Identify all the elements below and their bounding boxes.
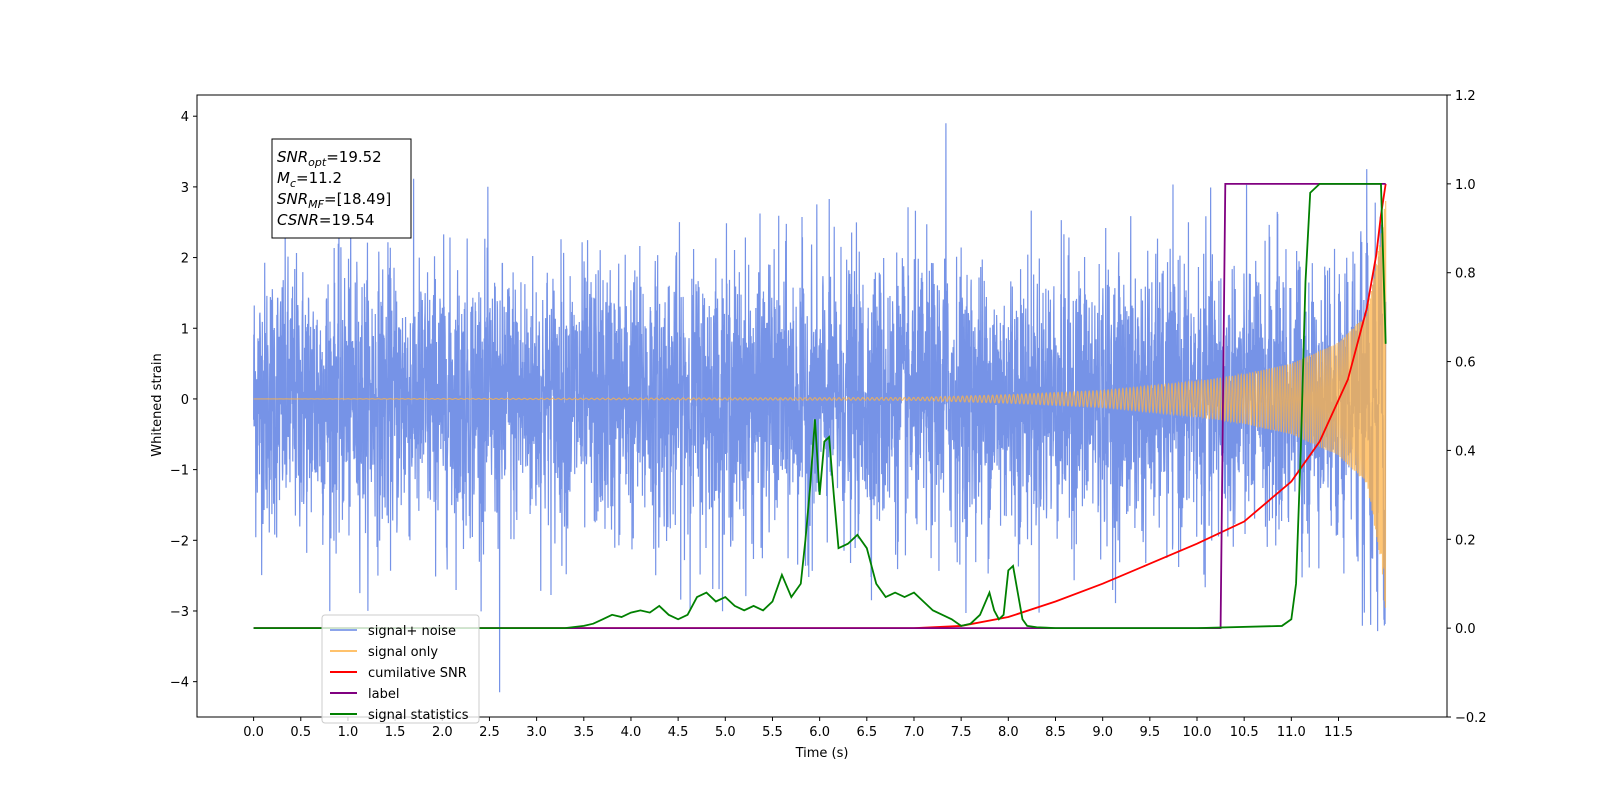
y-axis-left-label: Whitened strain xyxy=(150,353,165,456)
snr-annotation-box: SNRopt=19.52Mc=11.2SNRMF=[18.49]CSNR=19.… xyxy=(271,138,412,239)
y-right-tick-label: 0.8 xyxy=(1455,267,1476,282)
x-tick-label: 2.5 xyxy=(479,725,500,740)
x-tick-label: 6.0 xyxy=(809,725,830,740)
series-layer xyxy=(253,123,1387,693)
annotation-line: CSNR=19.54 xyxy=(277,211,374,229)
x-tick-label: 9.0 xyxy=(1092,725,1113,740)
annotation-line: Mc=11.2 xyxy=(277,169,342,190)
x-tick-label: 3.0 xyxy=(526,725,547,740)
x-axis-ticks: 0.0 0.5 1.0 1.5 2.0 2.5 3.0 3.5 4.0 4.5 5.0 5.5 6.0 6… xyxy=(243,717,1353,740)
y-axis-left-ticks: 4 3 2 1 0 −1 −2 −3 −4 xyxy=(170,110,197,691)
y-axis-right-ticks: 1.2 1.0 0.8 0.6 0.4 0.2 0.0 −0.2 xyxy=(1447,89,1487,726)
x-tick-label: 7.0 xyxy=(904,725,925,740)
x-tick-label: 5.5 xyxy=(762,725,783,740)
legend-label: label xyxy=(368,687,399,702)
y-left-tick-label: −3 xyxy=(170,605,189,620)
x-tick-label: 1.5 xyxy=(385,725,406,740)
legend-label: cumilative SNR xyxy=(368,666,467,681)
legend-label: signal statistics xyxy=(368,708,469,723)
x-tick-label: 7.5 xyxy=(951,725,972,740)
x-tick-label: 1.0 xyxy=(338,725,359,740)
series-cumilative-snr xyxy=(253,183,1387,630)
x-tick-label: 0.5 xyxy=(290,725,311,740)
axes-frame xyxy=(196,94,1448,718)
y-left-tick-label: 3 xyxy=(181,181,189,196)
y-left-tick-label: 1 xyxy=(181,322,189,337)
plot-area xyxy=(196,94,1448,718)
y-left-tick-label: 2 xyxy=(181,252,189,267)
y-left-tick-label: 0 xyxy=(181,393,189,408)
y-right-tick-label: 1.0 xyxy=(1455,178,1476,193)
legend-label: signal+ noise xyxy=(368,624,456,639)
y-left-tick-label: 4 xyxy=(181,110,189,125)
x-tick-label: 9.5 xyxy=(1139,725,1160,740)
y-left-tick-label: −2 xyxy=(170,534,189,549)
y-right-tick-label: 0.0 xyxy=(1455,622,1476,637)
x-tick-label: 11.5 xyxy=(1324,725,1353,740)
series-signal-statistics xyxy=(253,182,1387,630)
x-tick-label: 2.0 xyxy=(432,725,453,740)
y-right-tick-label: 0.4 xyxy=(1455,444,1476,459)
x-tick-label: 8.5 xyxy=(1045,725,1066,740)
y-left-tick-label: −4 xyxy=(170,676,189,691)
annotation-line: SNRopt=19.52 xyxy=(277,148,382,169)
x-tick-label: 6.5 xyxy=(856,725,877,740)
annotation-frame xyxy=(271,138,412,239)
y-left-tick-label: −1 xyxy=(170,464,189,479)
legend-label: signal only xyxy=(368,645,438,660)
legend-frame xyxy=(321,614,480,724)
annotation-line: SNRMF=[18.49] xyxy=(277,190,391,211)
x-axis-label: Time (s) xyxy=(795,746,849,761)
y-right-tick-label: −0.2 xyxy=(1455,711,1487,726)
x-tick-label: 3.5 xyxy=(573,725,594,740)
series-label xyxy=(253,182,1386,630)
y-right-tick-label: 0.2 xyxy=(1455,533,1476,548)
x-tick-label: 10.0 xyxy=(1183,725,1212,740)
y-right-tick-label: 0.6 xyxy=(1455,356,1476,371)
series-signal-only xyxy=(253,200,1387,608)
legend: signal+ noise signal only cumilative SNR la… xyxy=(321,614,480,724)
x-tick-label: 10.5 xyxy=(1230,725,1259,740)
y-right-tick-label: 1.2 xyxy=(1455,89,1476,104)
x-tick-label: 11.0 xyxy=(1277,725,1306,740)
x-tick-label: 5.0 xyxy=(715,725,736,740)
x-tick-label: 4.0 xyxy=(621,725,642,740)
x-tick-label: 8.0 xyxy=(998,725,1019,740)
x-tick-label: 4.5 xyxy=(668,725,689,740)
x-tick-label: 0.0 xyxy=(243,725,264,740)
